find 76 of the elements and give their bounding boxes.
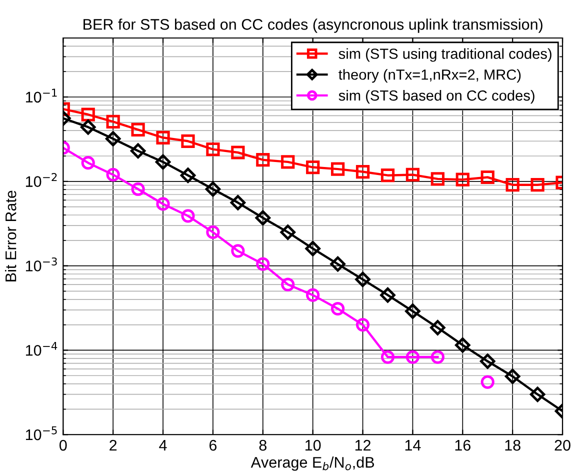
point (80, 119, 96, 135)
point (181, 209, 195, 223)
y-tick-label: 10$^{−3}$ (26, 257, 57, 272)
y-tick-label: 10$^{−2}$ (26, 173, 57, 187)
x-tick-label: 16 (455, 440, 470, 451)
point (406, 350, 420, 364)
chart-title: BER for STS based on CC codes (asyncronous uplink transmission) (84, 18, 542, 33)
x-tick-label: 20 (554, 440, 570, 451)
point (306, 160, 320, 174)
x-tick-label: 8 (259, 440, 266, 451)
point (330, 302, 345, 316)
x-tick-label: 18 (505, 440, 520, 451)
point (180, 168, 196, 183)
point (131, 122, 145, 136)
point (480, 354, 496, 369)
point (405, 304, 420, 319)
legend-label: sim (STS based on CC codes) (338, 90, 534, 104)
point (280, 224, 296, 240)
point (206, 142, 220, 156)
point (255, 210, 271, 226)
x-tick-label: 12 (355, 440, 370, 451)
point (81, 108, 95, 122)
point (380, 287, 396, 303)
point (480, 375, 494, 389)
point (231, 146, 245, 160)
point (455, 337, 470, 353)
point (106, 114, 120, 128)
point (305, 240, 320, 256)
point (130, 143, 146, 159)
point (430, 320, 446, 336)
point (256, 153, 270, 167)
x-tick-label: 4 (159, 440, 167, 451)
point (81, 156, 95, 170)
point (330, 256, 346, 272)
point (355, 272, 370, 288)
point (230, 195, 246, 210)
point (380, 168, 395, 182)
point (480, 170, 494, 184)
point (231, 244, 245, 258)
y-tick-label: 10$^{−4}$ (26, 342, 58, 356)
x-tick-label: 14 (405, 440, 421, 451)
legend-label: theory (nTx=1,nRx=2, MRC) (338, 69, 521, 83)
point (430, 350, 444, 364)
point (205, 181, 221, 197)
point (105, 131, 121, 146)
point (306, 288, 320, 302)
point (281, 278, 295, 292)
point (456, 172, 470, 186)
point (380, 350, 395, 364)
x-tick-label: 0 (59, 440, 67, 451)
point (330, 162, 345, 176)
legend-label: sim (STS using traditional codes) (338, 48, 552, 62)
point (106, 168, 120, 182)
point (156, 197, 170, 211)
point (530, 178, 544, 192)
point (506, 178, 520, 192)
y-tick-label: 10$^{−5}$ (26, 426, 57, 440)
point (356, 318, 370, 332)
y-axis-title: Bit Error Rate (5, 190, 16, 282)
point (406, 168, 420, 182)
x-tick-label: 10 (306, 440, 321, 451)
point (504, 368, 520, 384)
x-axis-title: Average E$_{b}$/N$_{o}$,dB (250, 456, 374, 471)
point (131, 182, 145, 196)
point (356, 164, 370, 179)
point (530, 386, 546, 402)
point (156, 130, 170, 144)
y-tick-label: 10$^{−1}$ (26, 88, 57, 103)
x-tick-label: 2 (110, 440, 117, 451)
x-tick-label: 6 (209, 440, 217, 451)
point (206, 225, 220, 240)
point (430, 172, 444, 186)
point (181, 134, 195, 148)
point (281, 155, 295, 169)
point (155, 154, 171, 170)
point (256, 257, 270, 271)
